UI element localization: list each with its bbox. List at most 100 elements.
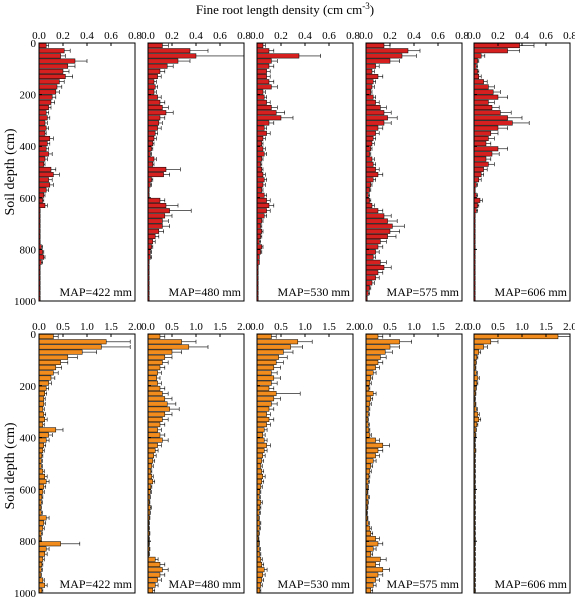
panel-bottom-4: 0.0 0.5 1.0 1.5 2.0 MAP=575 mm bbox=[359, 321, 469, 594]
bar bbox=[147, 58, 179, 64]
panel-top-3: 0.0 0.2 0.4 0.6 0.8 MAP=530 mm bbox=[250, 30, 360, 302]
x-tick-label: 1.0 bbox=[515, 321, 529, 333]
bar bbox=[256, 135, 264, 141]
bar bbox=[365, 74, 379, 80]
bar bbox=[365, 234, 388, 239]
bar bbox=[38, 334, 54, 340]
bar bbox=[473, 135, 489, 141]
x-tick-label: 0.2 bbox=[383, 30, 397, 42]
bar bbox=[38, 94, 53, 100]
bar bbox=[38, 468, 44, 474]
bar bbox=[473, 203, 478, 209]
bar bbox=[365, 89, 372, 95]
bar bbox=[38, 120, 46, 126]
bar bbox=[38, 525, 44, 531]
bar bbox=[256, 228, 263, 234]
bar bbox=[256, 334, 272, 340]
bar bbox=[365, 396, 372, 402]
bar bbox=[365, 339, 400, 345]
bar bbox=[365, 197, 370, 203]
bar bbox=[38, 249, 43, 255]
panel-map-label: MAP=480 mm bbox=[169, 285, 242, 299]
y-tick-label: 600 bbox=[20, 193, 37, 205]
bar bbox=[147, 68, 161, 74]
bar bbox=[256, 172, 264, 178]
bar bbox=[473, 120, 513, 126]
bar bbox=[147, 89, 155, 95]
bar bbox=[256, 344, 291, 350]
bar bbox=[365, 463, 372, 469]
bar bbox=[256, 43, 264, 49]
bar bbox=[147, 577, 158, 583]
bar bbox=[473, 130, 492, 136]
y-tick-label: 0 bbox=[31, 329, 37, 341]
bar bbox=[147, 161, 154, 167]
x-tick-label: 1.0 bbox=[298, 321, 312, 333]
bar bbox=[147, 391, 163, 397]
panel-frame bbox=[147, 42, 245, 302]
bar bbox=[38, 541, 61, 547]
bar bbox=[256, 416, 270, 422]
bar bbox=[365, 105, 381, 110]
panel-frame bbox=[147, 333, 245, 594]
bar bbox=[365, 84, 373, 90]
bar bbox=[365, 259, 381, 265]
x-tick-label: 0.8 bbox=[237, 30, 251, 42]
bar bbox=[365, 141, 373, 147]
bar bbox=[256, 99, 267, 105]
title-close: ) bbox=[370, 2, 374, 17]
bar bbox=[38, 484, 45, 490]
bar bbox=[147, 587, 154, 593]
bar bbox=[147, 141, 154, 147]
x-tick-label: 0.0 bbox=[359, 30, 373, 42]
bar bbox=[147, 125, 158, 131]
bar bbox=[473, 74, 480, 80]
bar bbox=[38, 141, 48, 147]
bar bbox=[256, 192, 265, 198]
panel-map-label: MAP=480 mm bbox=[169, 577, 242, 591]
bar bbox=[38, 177, 49, 183]
bar bbox=[38, 110, 47, 116]
bar bbox=[256, 556, 262, 562]
bar bbox=[365, 151, 370, 157]
bar bbox=[38, 166, 52, 172]
bar bbox=[365, 172, 379, 178]
bar bbox=[473, 110, 501, 116]
y-tick-label: 1000 bbox=[14, 296, 37, 308]
bar bbox=[473, 197, 481, 203]
bar bbox=[38, 344, 102, 350]
bar bbox=[365, 275, 376, 281]
bar bbox=[256, 208, 267, 214]
bar bbox=[473, 105, 493, 110]
bar bbox=[256, 203, 270, 209]
bar bbox=[147, 110, 167, 116]
bar bbox=[473, 166, 484, 172]
bar bbox=[147, 562, 161, 567]
bar bbox=[38, 354, 69, 360]
bar bbox=[38, 442, 45, 448]
bar bbox=[147, 213, 166, 219]
bar bbox=[38, 203, 46, 209]
x-tick-label: 0.6 bbox=[104, 30, 118, 42]
bar bbox=[256, 339, 299, 345]
bar bbox=[365, 249, 376, 255]
bar bbox=[365, 48, 409, 54]
bar bbox=[256, 406, 270, 412]
bar bbox=[365, 115, 388, 121]
bar bbox=[473, 94, 499, 100]
bar bbox=[365, 223, 393, 229]
bar bbox=[38, 43, 47, 49]
panel-map-label: MAP=575 mm bbox=[387, 285, 460, 299]
x-tick-label: 2.0 bbox=[346, 321, 360, 333]
bar bbox=[256, 218, 263, 224]
bar bbox=[256, 391, 277, 397]
bar bbox=[365, 125, 379, 131]
bar bbox=[365, 43, 385, 49]
bar bbox=[147, 437, 163, 443]
bar bbox=[38, 473, 46, 479]
x-tick-label: 0.8 bbox=[455, 30, 469, 42]
bar bbox=[365, 146, 372, 152]
bar bbox=[38, 416, 46, 422]
bar bbox=[147, 370, 158, 376]
